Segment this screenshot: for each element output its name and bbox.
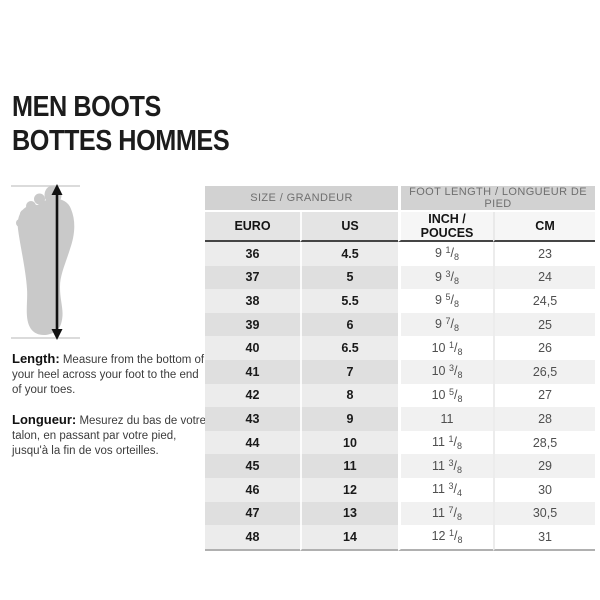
instruction-en-text: Measure from the bottom of your heel acr… (12, 354, 205, 396)
table-row: 38 5.5 9 5/8 24,5 (205, 289, 596, 313)
cell-euro: 44 (205, 430, 300, 455)
cell-us: 4.5 (300, 242, 399, 266)
cell-inch: 9 1/8 (398, 242, 494, 266)
cell-cm: 26,5 (493, 359, 596, 384)
cell-inch: 9 5/8 (398, 289, 494, 313)
table-row: 39 6 9 7/8 25 (205, 312, 596, 337)
foot-measurement-diagram (8, 182, 108, 344)
cell-euro: 41 (205, 359, 300, 384)
column-header-inch: INCH / POUCES (398, 212, 494, 242)
cell-cm: 31 (493, 525, 596, 551)
cell-inch: 11 7/8 (398, 501, 494, 526)
table-row: 37 5 9 3/8 24 (205, 265, 596, 290)
cell-inch: 12 1/8 (398, 525, 494, 551)
group-header-row: SIZE / GRANDEUR FOOT LENGTH / LONGUEUR D… (205, 186, 596, 212)
cell-inch: 10 1/8 (398, 336, 494, 360)
table-row: 45 11 11 3/8 29 (205, 454, 596, 478)
cell-cm: 29 (493, 454, 596, 478)
cell-inch: 9 7/8 (398, 312, 494, 337)
instruction-fr: Longueur: Mesurez du bas de votre talon,… (12, 412, 210, 459)
cell-cm: 30,5 (493, 501, 596, 526)
cell-inch: 9 3/8 (398, 265, 494, 290)
title-line-en: MEN BOOTS (12, 91, 161, 123)
cell-euro: 37 (205, 265, 300, 290)
table-row: 41 7 10 3/8 26,5 (205, 359, 596, 384)
cell-us: 6 (300, 312, 399, 337)
cell-us: 7 (300, 359, 399, 384)
group-header-size: SIZE / GRANDEUR (205, 186, 399, 212)
cell-inch: 10 3/8 (398, 359, 494, 384)
cell-us: 12 (300, 477, 399, 502)
table-row: 46 12 11 3/4 30 (205, 477, 596, 502)
table-row: 43 9 11 28 (205, 407, 596, 431)
measurement-instructions: Length: Measure from the bottom of your … (12, 351, 210, 473)
cell-us: 5.5 (300, 289, 399, 313)
group-header-foot-length: FOOT LENGTH / LONGUEUR DE PIED (398, 186, 596, 212)
cell-cm: 28,5 (493, 430, 596, 455)
page-title: MEN BOOTS BOTTES HOMMES (12, 90, 230, 158)
cell-euro: 42 (205, 383, 300, 408)
cell-euro: 48 (205, 525, 300, 551)
cell-euro: 47 (205, 501, 300, 526)
cell-us: 6.5 (300, 336, 399, 360)
cell-euro: 46 (205, 477, 300, 502)
column-header-cm: CM (493, 212, 596, 242)
table-row: 42 8 10 5/8 27 (205, 383, 596, 408)
cell-cm: 28 (493, 407, 596, 431)
cell-inch: 11 1/8 (398, 430, 494, 455)
title-line-fr: BOTTES HOMMES (12, 125, 230, 157)
cell-cm: 24,5 (493, 289, 596, 313)
cell-cm: 24 (493, 265, 596, 290)
table-row: 48 14 12 1/8 31 (205, 525, 596, 551)
foot-icon (11, 184, 80, 340)
cell-inch: 10 5/8 (398, 383, 494, 408)
cell-cm: 26 (493, 336, 596, 360)
cell-euro: 43 (205, 407, 300, 431)
cell-cm: 27 (493, 383, 596, 408)
cell-cm: 25 (493, 312, 596, 337)
cell-cm: 30 (493, 477, 596, 502)
table-row: 40 6.5 10 1/8 26 (205, 336, 596, 360)
cell-inch: 11 (398, 407, 494, 431)
column-header-us: US (300, 212, 399, 242)
table-header: SIZE / GRANDEUR FOOT LENGTH / LONGUEUR D… (205, 186, 596, 242)
cell-us: 13 (300, 501, 399, 526)
table-row: 47 13 11 7/8 30,5 (205, 501, 596, 526)
cell-us: 11 (300, 454, 399, 478)
column-header-row: EURO US INCH / POUCES CM (205, 212, 596, 242)
cell-euro: 40 (205, 336, 300, 360)
cell-euro: 36 (205, 242, 300, 266)
cell-euro: 38 (205, 289, 300, 313)
instruction-en-label: Length: (12, 351, 60, 366)
measure-arrow-icon (51, 184, 63, 340)
cell-inch: 11 3/4 (398, 477, 494, 502)
table-row: 36 4.5 9 1/8 23 (205, 242, 596, 266)
cell-us: 5 (300, 265, 399, 290)
instruction-fr-label: Longueur: (12, 412, 77, 427)
cell-cm: 23 (493, 242, 596, 266)
cell-euro: 39 (205, 312, 300, 337)
column-header-euro: EURO (205, 212, 300, 242)
instruction-en: Length: Measure from the bottom of your … (12, 351, 210, 398)
table-body: 36 4.5 9 1/8 23 37 5 9 3/8 24 38 5.5 9 5/8 24,5 39 6 9… (205, 242, 596, 551)
cell-euro: 45 (205, 454, 300, 478)
foot-silhouette (16, 185, 75, 336)
cell-us: 10 (300, 430, 399, 455)
cell-us: 9 (300, 407, 399, 431)
table-row: 44 10 11 1/8 28,5 (205, 430, 596, 455)
cell-us: 8 (300, 383, 399, 408)
size-chart-table: SIZE / GRANDEUR FOOT LENGTH / LONGUEUR D… (205, 186, 596, 551)
cell-us: 14 (300, 525, 399, 551)
instruction-fr-text: Mesurez du bas de votre talon, en passan… (12, 415, 207, 457)
cell-inch: 11 3/8 (398, 454, 494, 478)
